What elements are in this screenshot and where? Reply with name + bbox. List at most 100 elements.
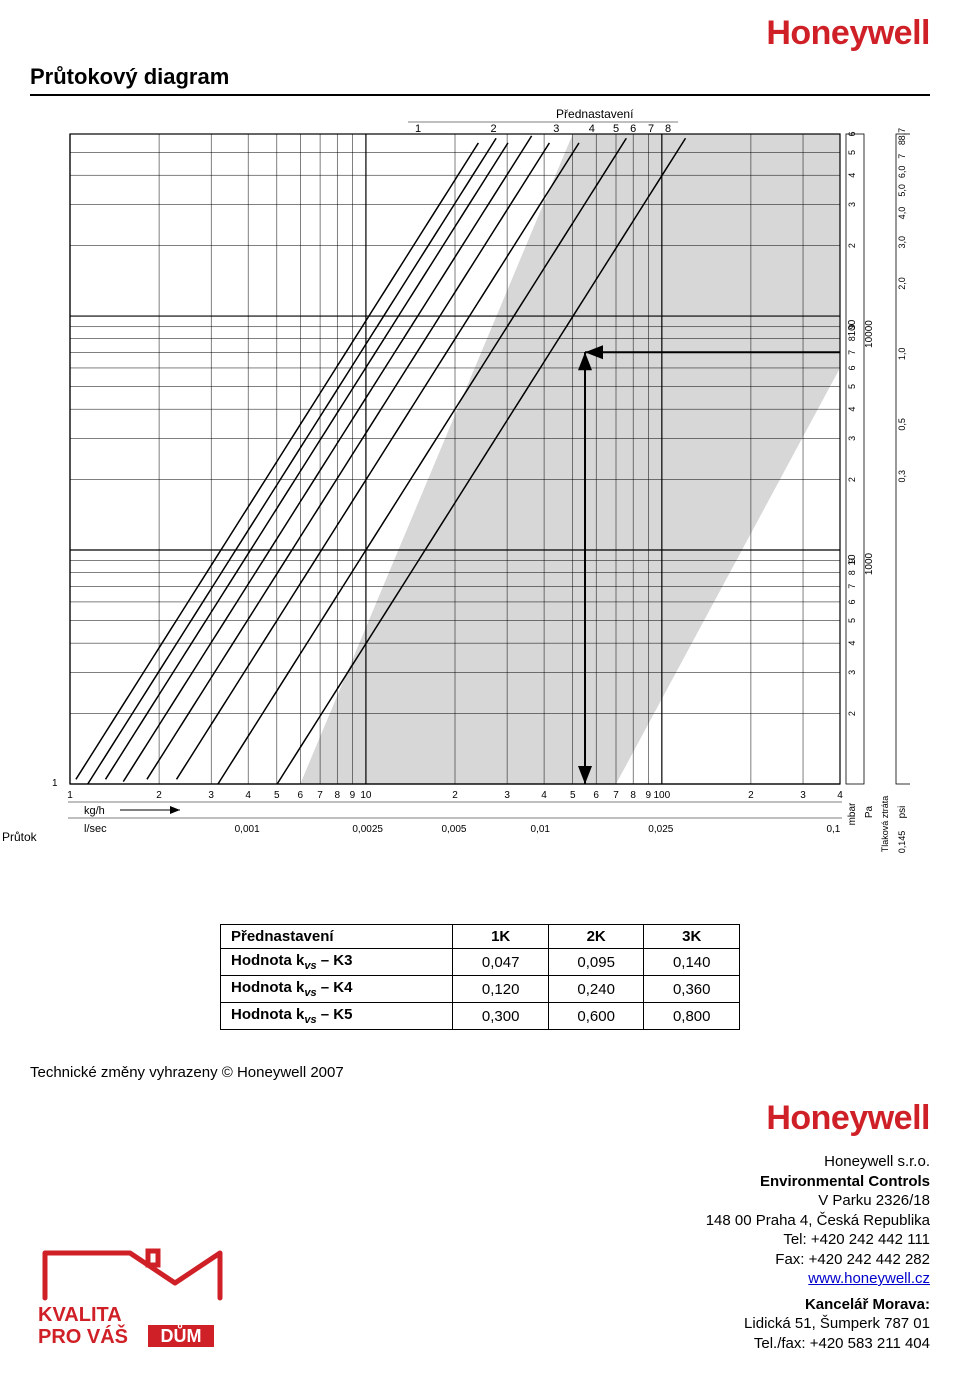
svg-text:1: 1 [67, 790, 73, 801]
svg-text:7: 7 [847, 584, 857, 589]
tel: Tel: +420 242 442 111 [706, 1230, 930, 1250]
svg-text:l/sec: l/sec [84, 823, 107, 835]
title-rule [30, 94, 930, 96]
svg-text:1: 1 [52, 778, 58, 789]
department: Environmental Controls [706, 1172, 930, 1192]
kv-table: Přednastavení1K2K3K Hodnota kvs – K30,04… [220, 924, 740, 1030]
svg-text:8,7: 8,7 [897, 128, 907, 141]
svg-text:4: 4 [847, 641, 857, 646]
svg-text:0,0025: 0,0025 [352, 824, 383, 835]
svg-text:4: 4 [847, 173, 857, 178]
table-row: Hodnota kvs – K50,3000,6000,800 [221, 1003, 740, 1030]
flow-chart: Průtok Přednastavení12345678100101000010… [30, 104, 910, 874]
svg-text:7: 7 [317, 790, 323, 801]
table-cell: 0,600 [548, 1003, 644, 1030]
svg-text:2: 2 [847, 477, 857, 482]
table-row: Hodnota kvs – K30,0470,0950,140 [221, 949, 740, 976]
table-cell: 0,140 [644, 949, 740, 976]
svg-text:2,0: 2,0 [897, 277, 907, 290]
svg-text:3: 3 [800, 790, 806, 801]
svg-text:6,0: 6,0 [897, 166, 907, 179]
website-link[interactable]: www.honeywell.cz [808, 1270, 930, 1287]
brand-logo-bottom: Honeywell [30, 1099, 930, 1138]
svg-text:6: 6 [630, 123, 636, 135]
svg-text:100: 100 [653, 790, 670, 801]
svg-text:5: 5 [847, 384, 857, 389]
svg-text:0,025: 0,025 [648, 824, 673, 835]
svg-text:2: 2 [452, 790, 458, 801]
svg-text:4,0: 4,0 [897, 207, 907, 220]
svg-text:4: 4 [589, 123, 595, 135]
svg-text:8: 8 [630, 790, 636, 801]
svg-text:KVALITA: KVALITA [38, 1304, 122, 1326]
svg-text:3: 3 [847, 670, 857, 675]
svg-text:2: 2 [847, 711, 857, 716]
svg-text:5: 5 [274, 790, 280, 801]
svg-text:5,0: 5,0 [897, 184, 907, 197]
svg-text:8: 8 [847, 570, 857, 575]
svg-text:9: 9 [847, 558, 857, 563]
svg-text:0,005: 0,005 [441, 824, 466, 835]
svg-text:4: 4 [541, 790, 547, 801]
svg-text:Přednastavení: Přednastavení [556, 107, 634, 121]
svg-text:6: 6 [847, 599, 857, 604]
city: 148 00 Praha 4, Česká Republika [706, 1211, 930, 1231]
svg-text:5: 5 [847, 150, 857, 155]
svg-text:3,0: 3,0 [897, 236, 907, 249]
table-cell: 0,047 [453, 949, 549, 976]
brand-name: Honeywell [766, 14, 930, 52]
office-street: Lidická 51, Šumperk 787 01 [706, 1314, 930, 1334]
table-cell: 0,240 [548, 976, 644, 1003]
svg-text:6: 6 [297, 790, 303, 801]
svg-text:Pa: Pa [864, 805, 875, 818]
fax: Fax: +420 242 442 282 [706, 1250, 930, 1270]
table-header-col: 1K [453, 925, 549, 949]
svg-text:0,01: 0,01 [531, 824, 551, 835]
tech-note: Technické změny vyhrazeny © Honeywell 20… [30, 1064, 930, 1081]
svg-text:7: 7 [648, 123, 654, 135]
svg-text:1,0: 1,0 [897, 348, 907, 361]
svg-text:7: 7 [897, 154, 907, 159]
svg-text:8: 8 [334, 790, 340, 801]
svg-text:5: 5 [613, 123, 619, 135]
svg-text:0,1: 0,1 [826, 824, 840, 835]
svg-text:2: 2 [156, 790, 162, 801]
table-rowhead: Hodnota kvs – K4 [221, 976, 453, 1003]
office-tel: Tel./fax: +420 583 211 404 [706, 1334, 930, 1354]
table-header-col: 2K [548, 925, 644, 949]
table-cell: 0,800 [644, 1003, 740, 1030]
table-cell: 0,095 [548, 949, 644, 976]
table-rowhead: Hodnota kvs – K5 [221, 1003, 453, 1030]
table-row: Hodnota kvs – K40,1200,2400,360 [221, 976, 740, 1003]
table-header-col: 3K [644, 925, 740, 949]
svg-text:5: 5 [570, 790, 576, 801]
svg-text:0,001: 0,001 [235, 824, 260, 835]
svg-text:4: 4 [837, 790, 843, 801]
svg-text:Tlaková ztráta: Tlaková ztráta [880, 796, 890, 853]
svg-text:3: 3 [208, 790, 214, 801]
svg-text:9: 9 [646, 790, 652, 801]
svg-text:9: 9 [350, 790, 356, 801]
svg-text:5: 5 [847, 618, 857, 623]
table-rowhead: Hodnota kvs – K3 [221, 949, 453, 976]
svg-text:PRO VÁŠ: PRO VÁŠ [38, 1324, 128, 1348]
svg-text:10: 10 [360, 790, 372, 801]
company-name: Honeywell s.r.o. [706, 1152, 930, 1172]
svg-text:6: 6 [593, 790, 599, 801]
svg-text:9: 9 [847, 324, 857, 329]
street: V Parku 2326/18 [706, 1191, 930, 1211]
svg-text:4: 4 [245, 790, 251, 801]
svg-text:2: 2 [847, 243, 857, 248]
svg-text:0,3: 0,3 [897, 470, 907, 483]
x-axis-label-prutok: Průtok [2, 830, 37, 844]
table-cell: 0,360 [644, 976, 740, 1003]
svg-text:kg/h: kg/h [84, 805, 105, 817]
chart-svg: Přednastavení123456781001010000100023456… [30, 104, 910, 874]
svg-text:0,145: 0,145 [897, 831, 907, 854]
svg-text:6: 6 [847, 131, 857, 136]
svg-text:2: 2 [491, 123, 497, 135]
footer-row: KVALITAPRO VÁŠ DŮM Honeywell s.r.o. Envi… [30, 1152, 930, 1353]
svg-text:3: 3 [504, 790, 510, 801]
svg-text:3: 3 [847, 202, 857, 207]
svg-text:8: 8 [847, 336, 857, 341]
